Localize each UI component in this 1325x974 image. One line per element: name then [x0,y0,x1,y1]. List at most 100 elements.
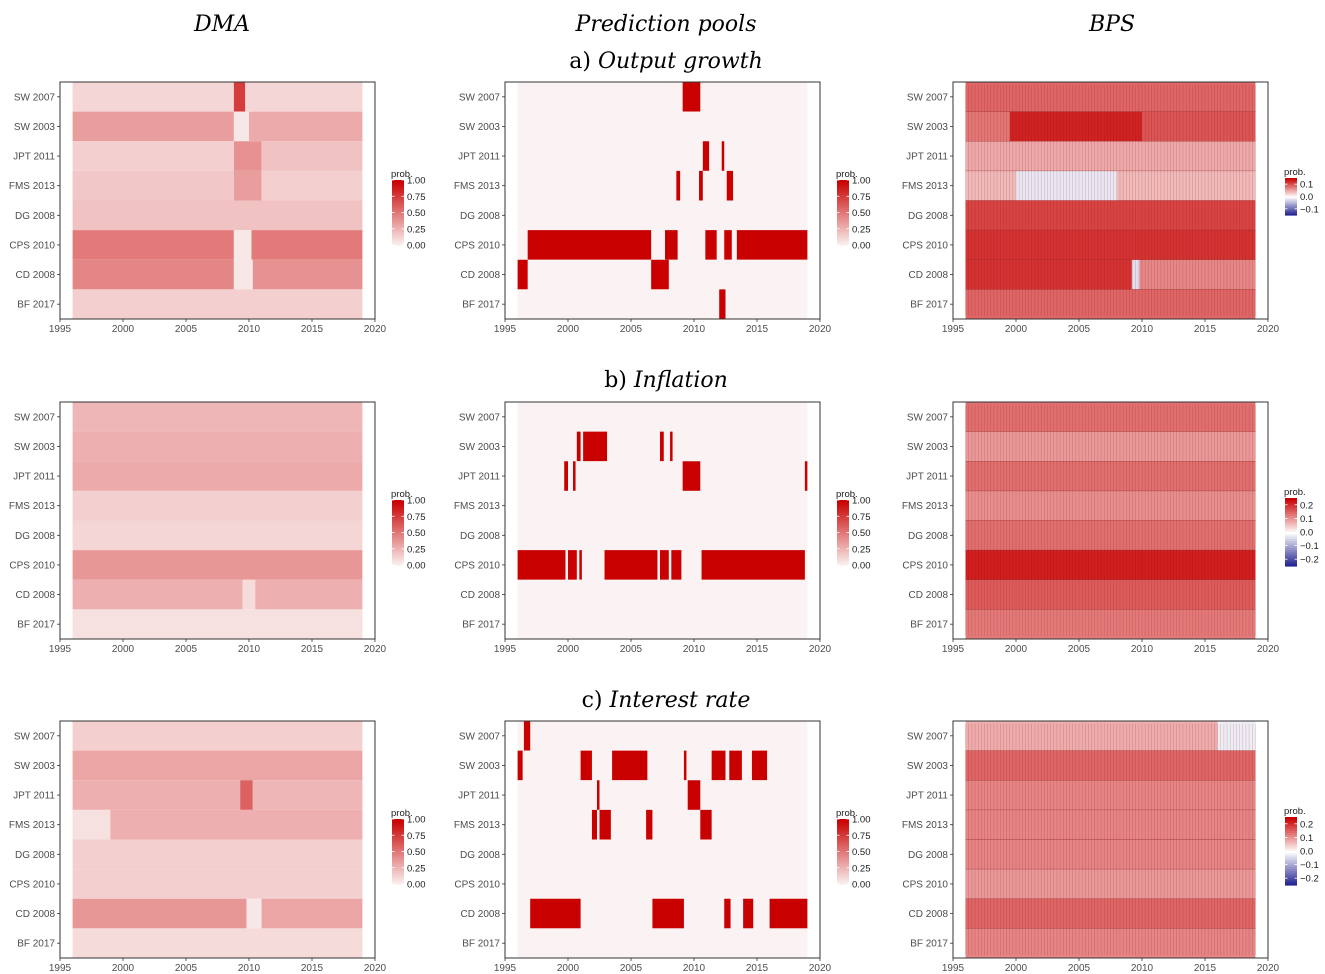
legend-swatch [392,506,404,510]
y-tick-label: DG 2008 [15,850,55,861]
tile [564,461,568,491]
legend-swatch [392,182,404,185]
y-tick-label: SW 2003 [907,442,949,453]
legend-swatch [837,210,849,214]
tile [72,780,241,810]
legend: prob. 0.2 0.1 0.0 −0.1 −0.2 [1284,487,1319,567]
y-tick-label: SW 2007 [459,412,501,423]
legend-swatch [1285,554,1297,558]
tile [72,809,111,840]
legend-swatch [837,549,849,553]
legend-swatch [837,827,849,831]
legend-swatch [392,853,404,857]
x-tick-label: 2000 [1005,963,1028,974]
legend-swatch [392,541,404,544]
legend-swatch [392,232,404,235]
tile [682,82,701,112]
tile [965,461,1256,491]
legend-swatch [392,552,404,555]
tile [1016,170,1117,201]
y-tick-label: SW 2007 [14,412,56,423]
legend-swatch [1285,179,1297,182]
legend: prob.1.00 0.75 0.50 0.25 0.00 [836,489,871,572]
tile-background [517,869,808,899]
tile [579,550,582,580]
legend: prob.1.00 0.75 0.50 0.25 0.00 [391,169,426,252]
y-tick-label: CPS 2010 [454,560,500,571]
legend: prob. 0.2 0.1 0.0 −0.1 −0.2 [1284,806,1319,886]
tile [72,898,247,929]
tile [72,928,363,958]
tile [591,809,597,840]
tile [965,721,1218,751]
x-tick-label: 2010 [1131,963,1154,974]
legend-swatch [837,853,849,857]
tile [568,550,577,580]
tile [72,490,363,521]
legend-tick-label: 0.2 [1300,819,1313,830]
tile-background [517,928,808,958]
tile [252,780,363,810]
tile [576,431,581,462]
legend-tick-label: 1.00 [407,815,426,826]
legend-swatch [1285,186,1297,189]
legend-swatch [837,838,849,842]
legend-swatch [1285,213,1297,216]
tile [676,170,681,201]
tile [965,869,1256,899]
tile [72,259,234,290]
y-tick-label: BF 2017 [462,300,500,311]
legend-swatch [837,510,849,514]
legend-swatch [837,214,849,218]
legend-swatch [1285,869,1297,872]
tile-background [517,200,808,231]
legend-swatch [1285,522,1297,526]
legend-swatch [392,201,404,205]
tile [72,141,234,171]
x-tick-label: 2005 [620,644,643,655]
legend-swatch [392,549,404,553]
tile [72,520,363,551]
row-title-interest-rate: c) Interest rate [582,688,751,713]
y-tick-label: FMS 2013 [454,181,501,192]
legend-swatch [1285,180,1297,183]
legend-swatch [392,532,404,536]
tile [72,170,234,201]
legend-swatch [392,210,404,214]
tile [261,898,363,929]
y-tick-label: FMS 2013 [9,820,56,831]
legend-swatch [1285,206,1297,209]
legend-swatch [392,219,404,222]
tile [721,141,725,171]
legend-swatch [392,842,404,846]
legend-title: prob. [836,808,858,819]
legend-tick-label: 0.50 [407,847,426,858]
tile [719,289,726,319]
panel-prediction-pools-2: SW 2007 SW 2003 JPT 2011 FMS 2013 DG 2008 CPS… [454,401,871,655]
legend-swatch [1285,853,1297,857]
legend-swatch [392,223,404,227]
y-tick-label: SW 2003 [907,761,949,772]
panel-bps-1: SW 2007 SW 2003 JPT 2011 FMS 2013 DG 2008 CPS… [902,81,1319,335]
legend-tick-label: 0.75 [852,831,871,842]
legend-swatch [1285,502,1297,506]
tile [72,550,363,580]
y-tick-label: SW 2003 [14,761,56,772]
legend-tick-label: 0.0 [1300,192,1313,203]
y-tick-label: DG 2008 [15,211,55,222]
legend-swatch [837,225,849,229]
legend-swatch [392,225,404,229]
panel-border [59,720,376,959]
legend-swatch [837,541,849,544]
y-tick-label: CD 2008 [909,909,949,920]
legend-tick-label: 1.00 [407,496,426,507]
y-tick-label: SW 2007 [459,92,501,103]
x-tick-label: 2005 [620,324,643,335]
x-tick-label: 1995 [942,644,965,655]
legend-swatch [392,873,404,876]
legend-swatch [1285,208,1297,211]
legend-swatch [1285,181,1297,184]
tile [523,721,531,751]
legend-swatch [837,219,849,222]
legend-swatch [837,190,849,194]
